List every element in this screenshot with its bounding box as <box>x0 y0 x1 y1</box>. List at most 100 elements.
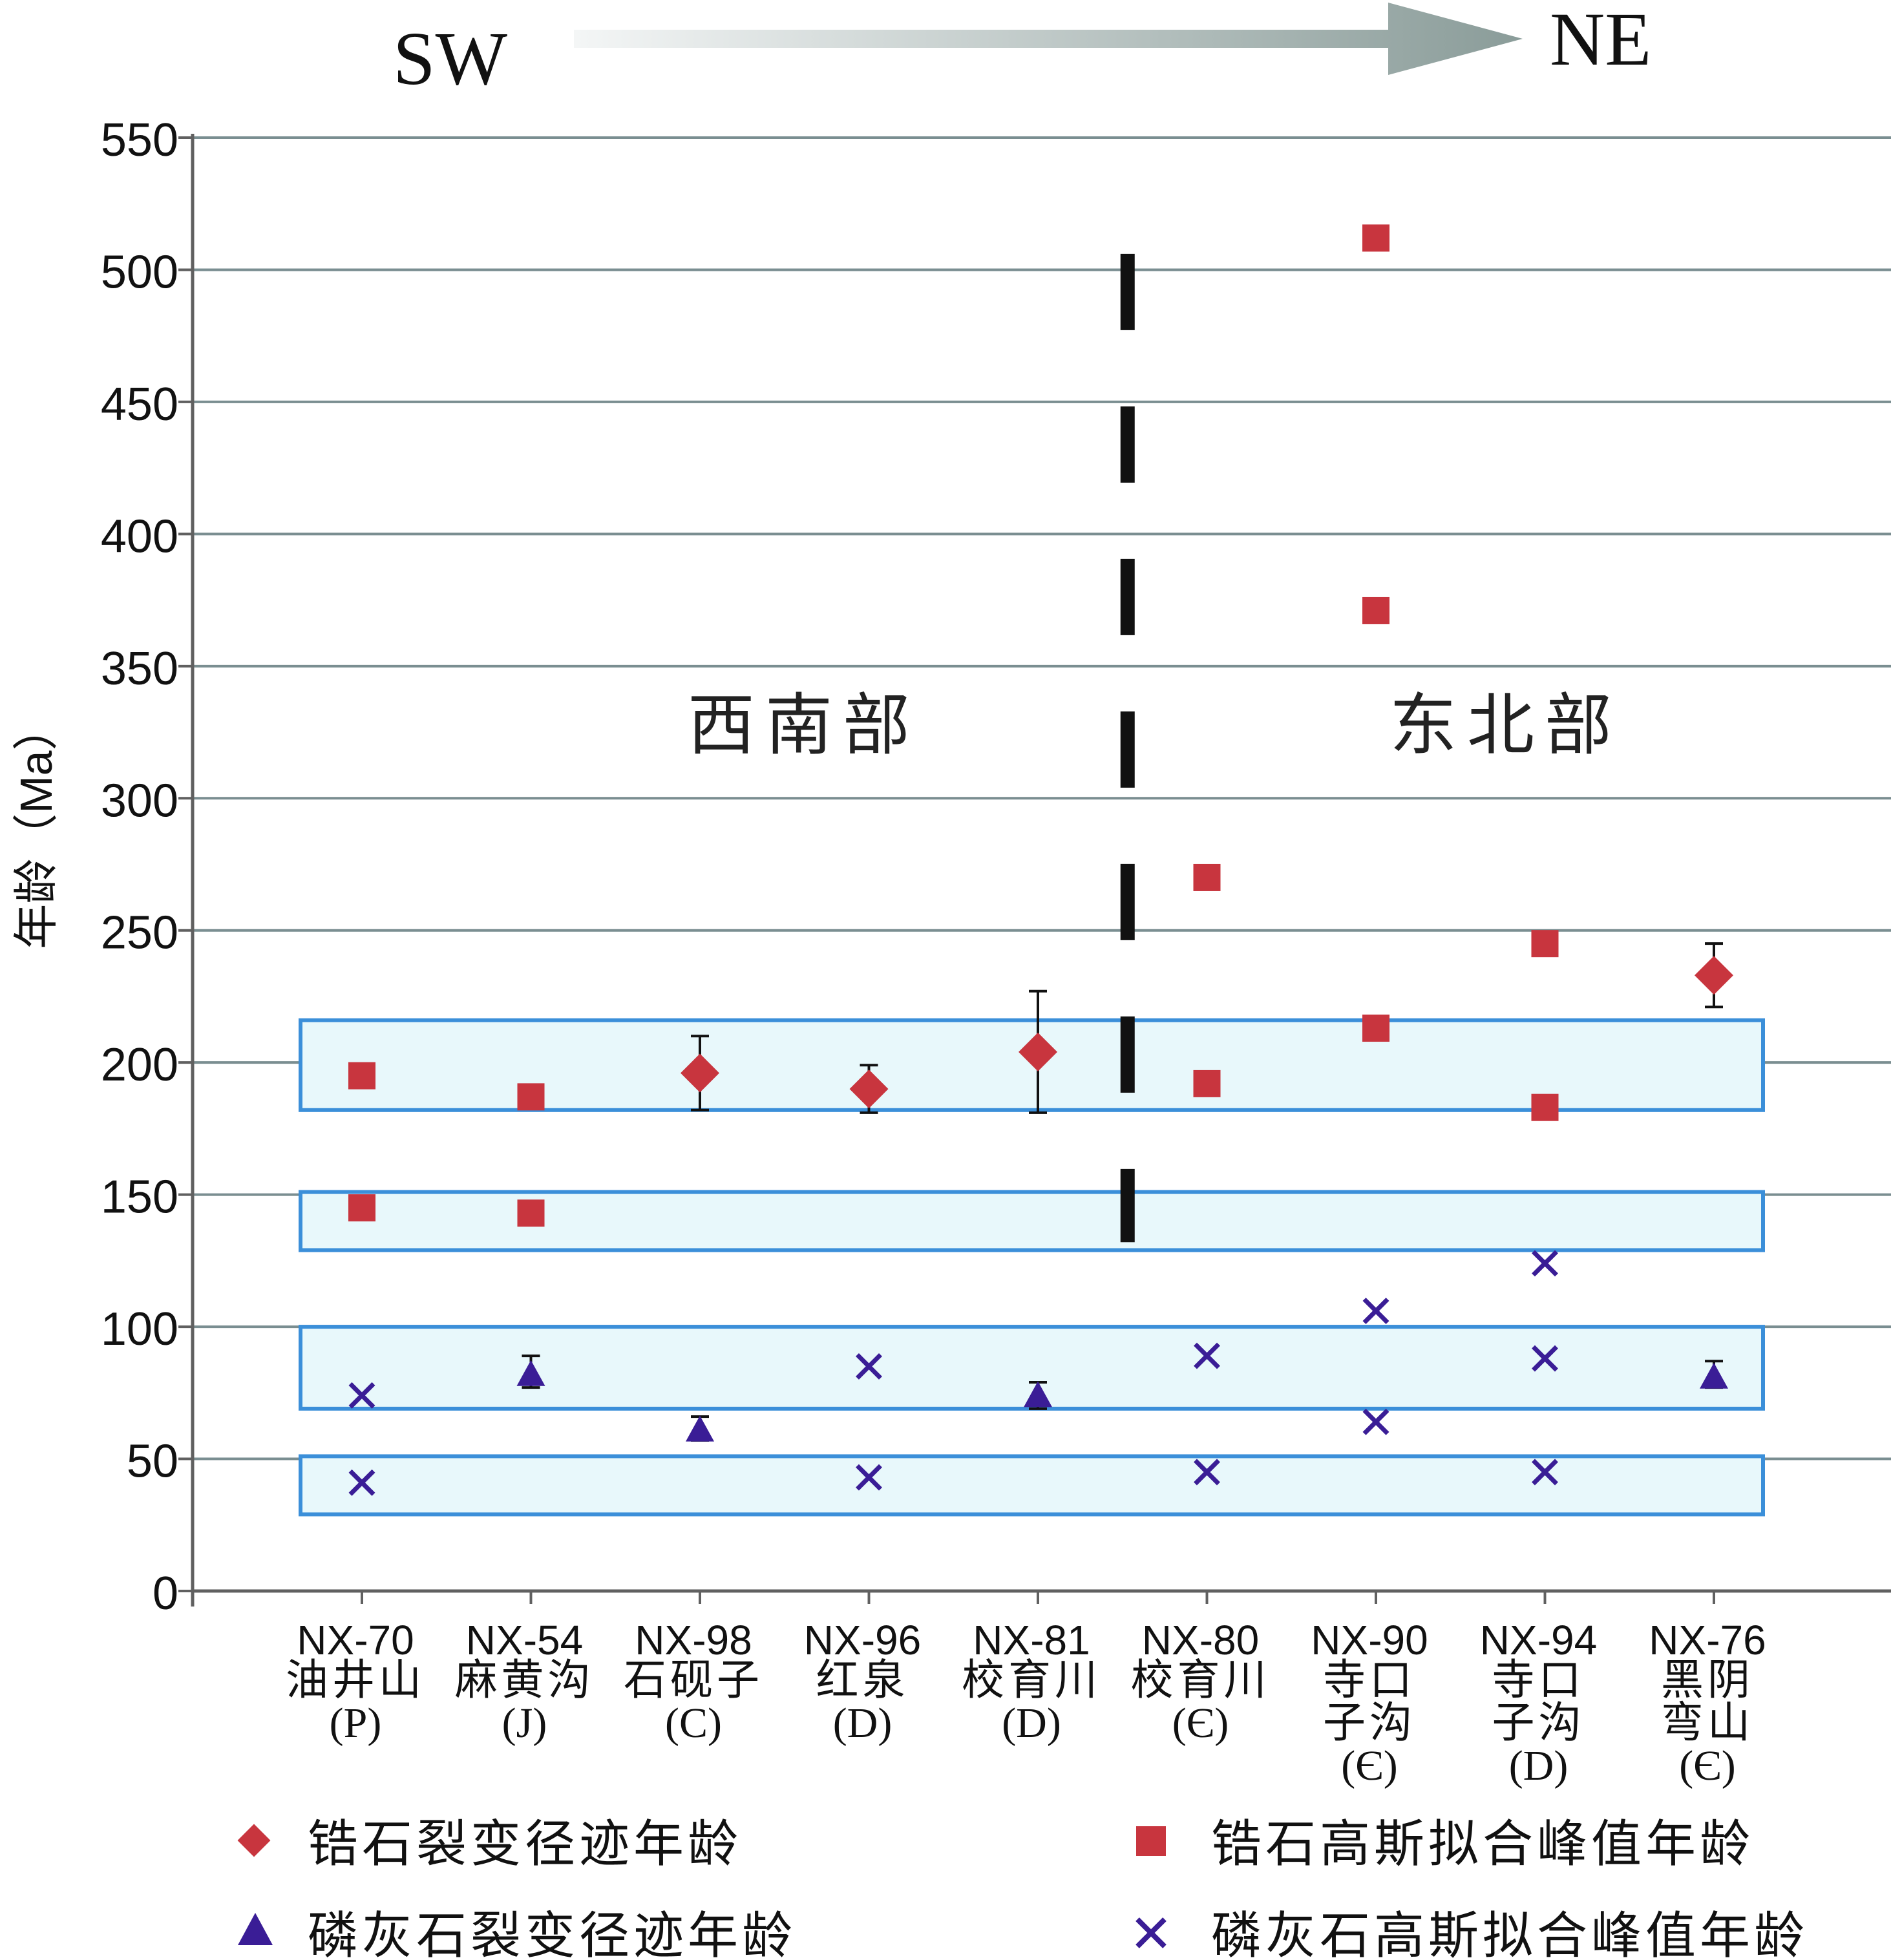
category-code: NX-98 <box>635 1617 752 1663</box>
data-markers <box>348 224 1733 1496</box>
legend-label: 锆石裂变径迹年龄 <box>308 1816 742 1872</box>
category-code: NX-94 <box>1480 1617 1597 1663</box>
legend-x-marker <box>1136 1917 1167 1948</box>
square-point <box>1531 1093 1559 1121</box>
category-name: 麻黄沟 <box>455 1657 595 1704</box>
triangle-point <box>686 1415 714 1442</box>
category-strat: (Є) <box>1172 1700 1229 1747</box>
square-point <box>1193 863 1221 891</box>
legend-label: 磷灰石裂变径迹年龄 <box>308 1908 796 1960</box>
y-tick-label: 550 <box>101 114 178 166</box>
diamond-point <box>681 1053 719 1093</box>
y-tick-label: 400 <box>101 511 178 562</box>
y-tick-label: 100 <box>101 1303 178 1355</box>
category-name: 寺口 <box>1323 1657 1416 1704</box>
category-strat: (Є) <box>1679 1742 1736 1789</box>
category-strat: (J) <box>502 1700 547 1747</box>
axes <box>191 134 1891 1607</box>
category-strat: (Є) <box>1341 1742 1398 1789</box>
triangle-point <box>1700 1362 1728 1389</box>
y-tick-label: 0 <box>153 1568 178 1619</box>
category-strat: (D) <box>833 1700 893 1747</box>
square-point <box>517 1199 545 1227</box>
category-name: 红泉 <box>816 1657 909 1704</box>
x-point <box>856 1464 882 1491</box>
square-point <box>1193 1070 1221 1097</box>
grid-layer: 0 50 100 150 200 250 300 350 400 450 500 550 <box>101 114 1891 1619</box>
legend-item-zircon-peak: 锆石高斯拟合峰值年龄 <box>1136 1816 1754 1872</box>
region-label-southwest: 西南部 <box>688 689 920 763</box>
square-point <box>348 1062 375 1090</box>
legend-square-marker <box>1136 1826 1166 1856</box>
category-code: NX-70 <box>297 1617 414 1663</box>
y-tick-label: 500 <box>101 246 178 298</box>
y-tick-label: 150 <box>101 1172 178 1223</box>
category-code: NX-81 <box>973 1617 1090 1663</box>
legend-item-apatite-peak: 磷灰石高斯拟合峰值年龄 <box>1136 1908 1808 1960</box>
category-name: 子沟 <box>1323 1700 1416 1747</box>
x-point <box>1532 1459 1558 1486</box>
y-tick-label: 350 <box>101 643 178 695</box>
x-point <box>1532 1250 1558 1277</box>
x-point <box>1194 1342 1220 1369</box>
x-point <box>348 1382 375 1409</box>
highlight-band <box>299 1454 1765 1517</box>
diamond-point <box>849 1070 889 1109</box>
category-name: 黑阴 <box>1661 1657 1754 1704</box>
category-name: 寺口 <box>1492 1657 1585 1704</box>
legend: 锆石裂变径迹年龄 锆石高斯拟合峰值年龄 磷灰石裂变径迹年龄 磷灰石高斯拟合峰值年… <box>237 1816 1808 1960</box>
square-point <box>1362 1015 1389 1042</box>
diamond-point <box>1019 1032 1057 1071</box>
square-point <box>517 1083 545 1111</box>
legend-label: 磷灰石高斯拟合峰值年龄 <box>1211 1908 1808 1960</box>
square-point <box>1362 224 1389 252</box>
x-axis-labels: NX-70油井山(P)NX-54麻黄沟(J)NX-98石砚子(C)NX-96红泉… <box>286 1617 1766 1789</box>
category-name: 校育川 <box>962 1657 1101 1704</box>
legend-triangle-marker <box>238 1913 273 1945</box>
triangle-point <box>1024 1381 1052 1407</box>
category-code: NX-90 <box>1311 1617 1428 1663</box>
direction-arrow-icon <box>574 3 1523 75</box>
y-tick-label: 50 <box>127 1436 178 1488</box>
triangle-point <box>516 1360 545 1386</box>
category-strat: (C) <box>665 1700 722 1747</box>
x-point <box>856 1353 882 1380</box>
region-label-northeast: 东北部 <box>1389 689 1622 763</box>
y-tick-label: 300 <box>101 775 178 827</box>
category-code: NX-80 <box>1142 1617 1259 1663</box>
ne-label: NE <box>1550 0 1651 81</box>
x-point <box>348 1469 375 1496</box>
y-axis-title: 年龄（Ma） <box>11 705 61 949</box>
x-point <box>1532 1345 1558 1372</box>
sw-label: SW <box>393 16 508 101</box>
category-strat: (P) <box>330 1700 382 1747</box>
category-strat: (D) <box>1002 1700 1061 1747</box>
diamond-point <box>1695 956 1733 995</box>
category-name: 子沟 <box>1492 1700 1585 1747</box>
square-point <box>1362 596 1389 624</box>
category-name: 油井山 <box>286 1657 425 1704</box>
y-tick-label: 250 <box>101 907 178 959</box>
legend-item-zircon-ft: 锆石裂变径迹年龄 <box>237 1816 742 1872</box>
category-name: 石砚子 <box>624 1657 763 1704</box>
x-point <box>1362 1408 1389 1435</box>
y-tick-label: 200 <box>101 1039 178 1091</box>
legend-label: 锆石高斯拟合峰值年龄 <box>1211 1816 1754 1872</box>
category-name: 校育川 <box>1131 1657 1271 1704</box>
category-strat: (D) <box>1509 1742 1569 1789</box>
legend-item-apatite-ft: 磷灰石裂变径迹年龄 <box>238 1908 796 1960</box>
square-point <box>1531 930 1559 958</box>
y-axis-title-text: 年龄（Ma） <box>11 705 61 949</box>
x-point <box>1362 1298 1389 1325</box>
category-code: NX-96 <box>804 1617 921 1663</box>
y-tick-label: 450 <box>101 379 178 430</box>
category-name: 弯山 <box>1661 1700 1754 1747</box>
